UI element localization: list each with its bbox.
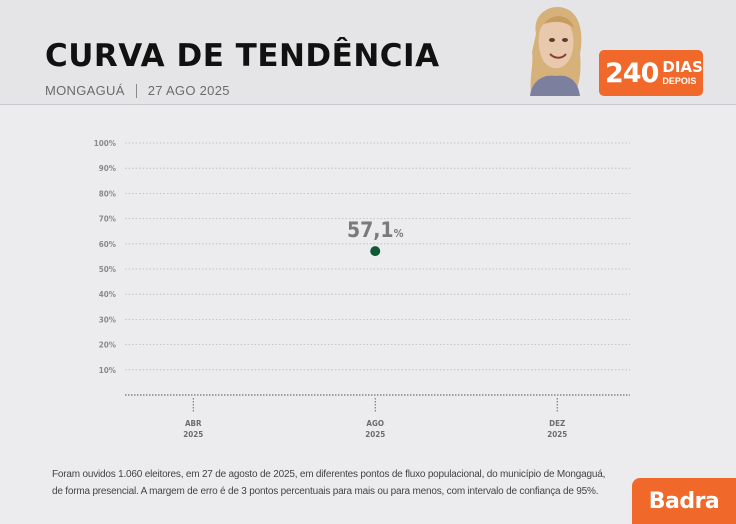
y-tick-label: 90% — [99, 164, 116, 173]
y-tick-label: 20% — [99, 341, 116, 350]
y-tick-label: 40% — [99, 290, 116, 299]
divider — [135, 83, 137, 98]
y-tick-label: 70% — [99, 215, 116, 224]
y-tick-label: 30% — [99, 315, 116, 324]
x-tick-year: 2025 — [547, 430, 567, 439]
subtitle-line: MONGAGUÁ 27 AGO 2025 — [45, 83, 230, 98]
data-label: 57,1% — [347, 218, 404, 242]
methodology-note: Foram ouvidos 1.060 eleitores, em 27 de … — [52, 466, 605, 500]
x-tick-month: AGO — [366, 419, 384, 428]
candidate-portrait — [530, 7, 582, 96]
methodology-line-2: de forma presencial. A margem de erro é … — [52, 486, 599, 497]
y-tick-label: 50% — [99, 265, 116, 274]
badge-word-after: DEPOIS — [662, 76, 697, 86]
badge-number: 240 — [605, 57, 659, 89]
badge-word-days: DIAS — [662, 58, 703, 76]
days-badge: 240 DIAS DEPOIS — [599, 50, 703, 96]
x-tick-year: 2025 — [183, 430, 203, 439]
trend-chart: 10% 20% 30% 40% 50% 60% 70% 80% 90% 100% ABR 2025 AG… — [94, 139, 630, 439]
x-tick-year: 2025 — [365, 430, 385, 439]
city-label: MONGAGUÁ — [45, 83, 125, 98]
page-title: CURVA DE TENDÊNCIA — [45, 38, 440, 74]
methodology-line-1: Foram ouvidos 1.060 eleitores, em 27 de … — [52, 469, 606, 480]
y-tick-label: 100% — [94, 139, 116, 148]
x-tick-month: DEZ — [549, 419, 565, 428]
date-label: 27 AGO 2025 — [147, 83, 230, 98]
data-label-number: 57,1 — [347, 218, 394, 242]
y-tick-label: 60% — [99, 240, 116, 249]
brand-logo: Badra — [632, 478, 736, 524]
x-tick-month: ABR — [185, 419, 202, 428]
y-tick-label: 10% — [99, 366, 116, 375]
data-point — [370, 246, 381, 257]
badge-words: DIAS DEPOIS — [662, 60, 702, 86]
data-label-unit: % — [394, 227, 404, 240]
header: CURVA DE TENDÊNCIA MONGAGUÁ 27 AGO 2025 … — [0, 0, 736, 105]
y-tick-label: 80% — [99, 189, 116, 198]
